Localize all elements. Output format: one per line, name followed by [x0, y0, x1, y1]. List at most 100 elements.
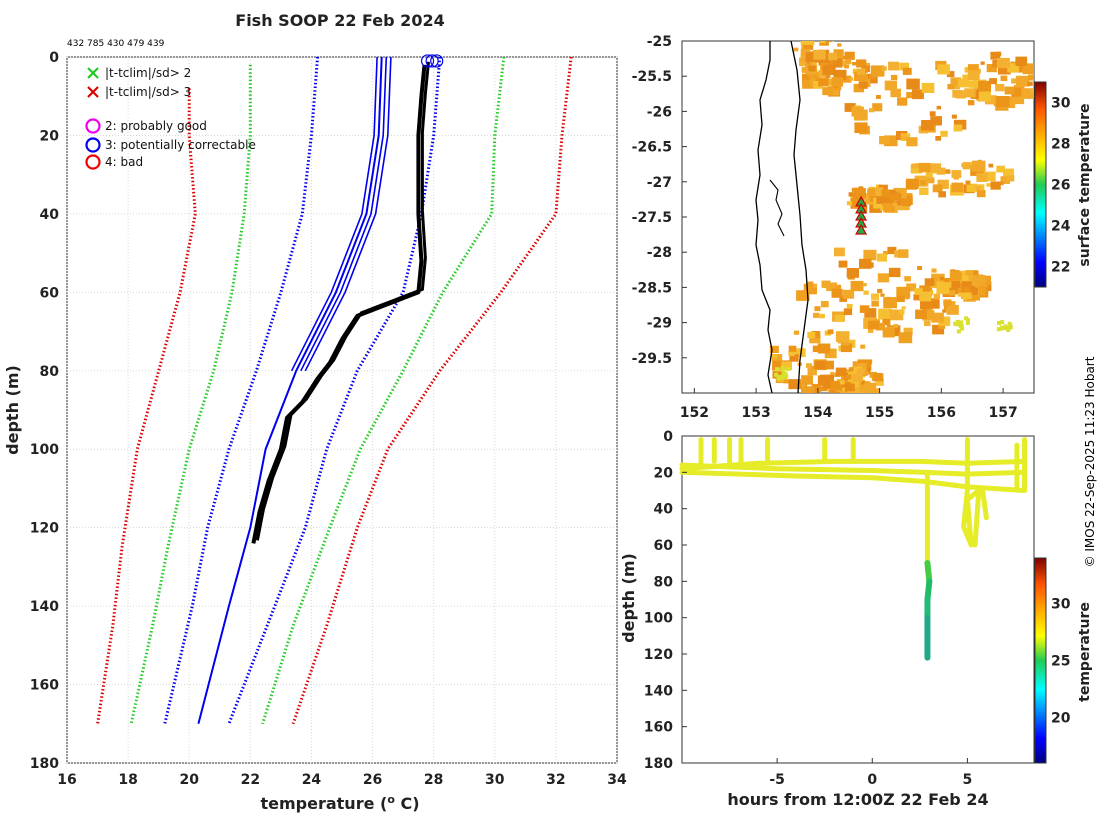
sst-cell: [1000, 176, 1010, 184]
sst-cell: [911, 89, 924, 100]
sst-cell: [997, 57, 1010, 69]
sst-cell: [999, 181, 1004, 186]
depth-time-ylabel: depth (m): [619, 553, 638, 643]
sst-cell: [896, 286, 911, 298]
station-marker: [855, 223, 868, 235]
sst-cell: [1007, 63, 1019, 73]
sst-cell: [857, 68, 865, 75]
sst-cell: [856, 59, 867, 68]
sst-cell: [995, 84, 1005, 92]
sst-cell: [919, 285, 931, 295]
sst-cell: [989, 78, 997, 85]
sst-cell: [863, 249, 877, 261]
sst-cell: [946, 305, 959, 315]
credit-text: © IMOS 22-Sep-2025 11:23 Hobart: [1083, 356, 1097, 567]
sst-cell: [879, 136, 890, 145]
profile-ytick-label: 20: [40, 128, 60, 144]
sst-cell: [807, 331, 816, 339]
sst-cell: [945, 169, 951, 174]
sst-cell: [842, 289, 855, 299]
sst-cell: [1006, 328, 1011, 332]
sst-cell: [911, 164, 917, 169]
sst-cell: [840, 343, 853, 353]
sst-cell: [928, 299, 940, 309]
temp-colorbar: [1034, 557, 1047, 764]
sst-cell: [861, 380, 867, 385]
sst-cell: [986, 183, 991, 187]
sst-cell: [845, 59, 852, 65]
sst-cell: [781, 375, 786, 380]
flag-circle: [430, 54, 444, 68]
depth-time-panel: -5 0 5 0 20 40 60 80 100 120 140 160 180 hours from …: [619, 429, 1093, 809]
sst-cell: [958, 78, 969, 88]
legend-marker-circle: [85, 154, 101, 170]
sst-cell: [863, 62, 871, 69]
profile-xtick-label: 18: [118, 772, 137, 788]
sst-cell: [971, 275, 986, 287]
depth-time-track: [679, 462, 1027, 477]
sst-cell: [818, 78, 829, 87]
sst-cell: [819, 313, 825, 319]
sst-cell: [800, 48, 811, 57]
sst-cell: [961, 281, 976, 293]
sst-cell: [776, 376, 781, 381]
sst-cell: [867, 188, 876, 195]
sst-cell: [783, 371, 788, 376]
legend-label: 2: probably good: [105, 119, 207, 133]
sst-cell: [803, 41, 814, 50]
sst-cell: [910, 164, 923, 174]
sst-cell: [951, 182, 964, 193]
sst-cell: [830, 371, 835, 376]
sst-cell: [781, 367, 786, 372]
sst-cell: [903, 327, 913, 335]
legend-marker-x: [87, 86, 99, 98]
sst-cell: [888, 192, 900, 201]
sst-cell: [893, 187, 907, 199]
sst-cell: [831, 77, 844, 87]
sst-cell: [946, 71, 955, 78]
sst-cell: [807, 63, 813, 68]
legend-label: 3: potentially correctable: [105, 138, 256, 152]
depth-time-ytick-label: 120: [644, 647, 673, 663]
sst-cell: [870, 65, 885, 77]
sst-cell: [882, 327, 895, 338]
sst-cell: [925, 171, 933, 178]
legend-marker-x: [87, 67, 99, 79]
sst-cell: [888, 61, 899, 71]
sst-cell: [906, 92, 914, 99]
sst-cell: [967, 64, 979, 73]
profile-xtick-label: 22: [241, 772, 260, 788]
map-xtick-label: 152: [680, 405, 709, 421]
sst-cell: [821, 280, 831, 288]
sst-cell: [1028, 74, 1034, 81]
sst-cell: [812, 345, 821, 352]
sst-cell: [793, 330, 800, 335]
sst-cell: [822, 380, 834, 389]
sst-colorbar-tick: 28: [1051, 137, 1070, 153]
profile-xtick-label: 30: [485, 772, 505, 788]
sst-cell: [878, 308, 892, 320]
sst-cell: [884, 135, 898, 147]
depth-time-ytick-label: 0: [663, 429, 673, 445]
profile-series-clim-1sd-low: [163, 56, 320, 725]
sst-cell: [1033, 80, 1034, 91]
profile-series-observed: [251, 64, 427, 544]
sst-cell: [1007, 321, 1012, 326]
sst-cell: [990, 181, 1001, 190]
profile-ytick-label: 40: [40, 207, 60, 223]
sst-cell: [975, 186, 981, 191]
sst-cell: [875, 379, 884, 386]
profile-series-clim-3sd-high: [291, 56, 573, 725]
sst-cell: [890, 88, 901, 98]
profile-series-clim-mean-dup: [304, 56, 392, 372]
sst-cell: [915, 163, 922, 168]
map-xtick-label: 156: [927, 405, 956, 421]
sst-cell: [882, 318, 891, 326]
depth-time-axes: [681, 435, 1035, 764]
sst-cell: [812, 284, 818, 288]
sst-cell: [862, 367, 871, 375]
sst-cell: [935, 136, 942, 141]
sst-cell: [838, 260, 848, 268]
profile-xtick-label: 34: [607, 772, 627, 788]
